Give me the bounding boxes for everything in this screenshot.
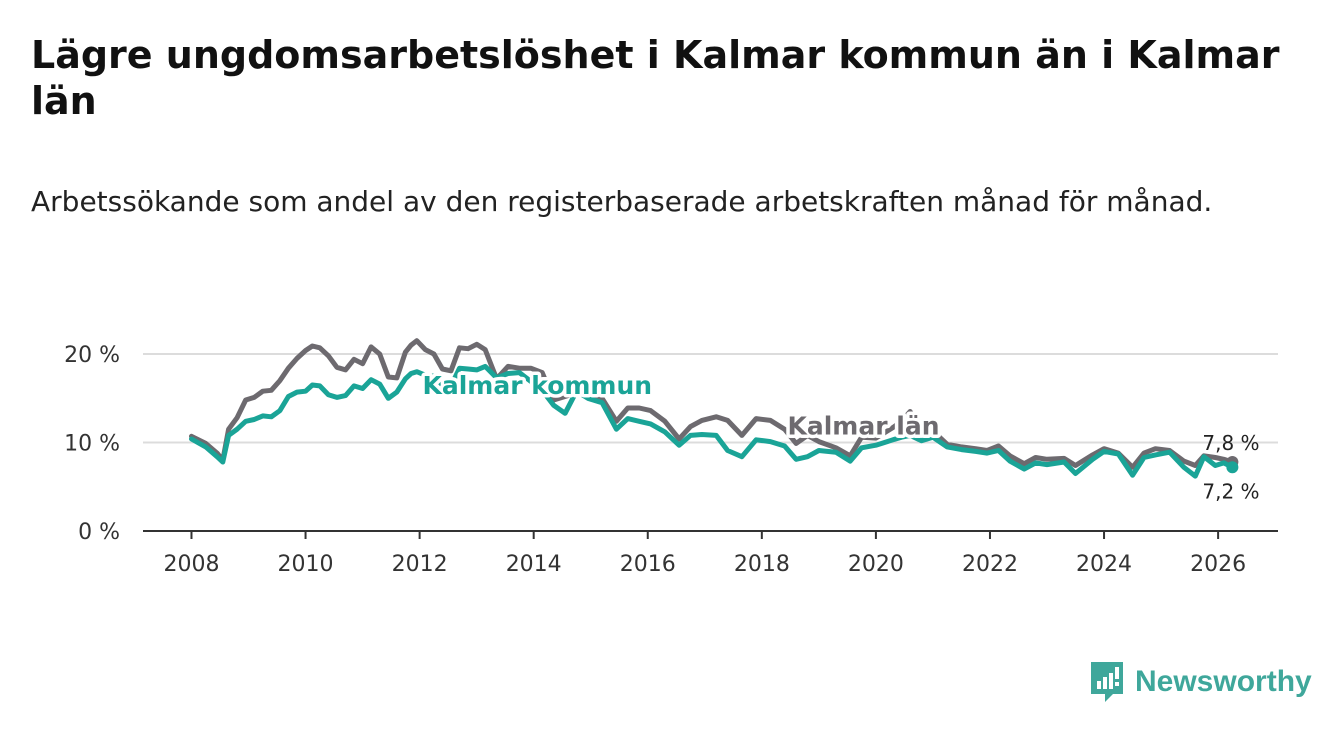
newsworthy-logo-icon <box>1091 662 1123 702</box>
axes: 0 % 10 % 20 % 2008 2010 2012 2014 2016 2018 2020 2… <box>64 343 1278 577</box>
series-line-kalmar-lan <box>189 338 1235 470</box>
x-tick-label: 2020 <box>848 552 904 577</box>
series-lines <box>189 338 1239 479</box>
series-label-kalmar-kommun: Kalmar kommun <box>422 371 652 400</box>
x-tick-label: 2024 <box>1076 552 1132 577</box>
chart-subtitle: Arbetssökande som andel av den registerb… <box>31 185 1213 218</box>
end-value-kalmar-kommun: 7,2 % <box>1202 479 1259 503</box>
grid <box>143 353 1278 444</box>
newsworthy-logo: Newsworthy <box>1089 660 1312 704</box>
series-labels: Kalmar kommun Kalmar län 7,8 % 7,2 % <box>419 367 1260 503</box>
chart-title: Lägre ungdomsarbetslöshet i Kalmar kommu… <box>31 33 1280 123</box>
series-line-kalmar-kommun <box>189 363 1235 479</box>
y-tick-label: 10 % <box>64 432 120 457</box>
y-tick-label: 0 % <box>78 520 120 545</box>
x-tick-label: 2012 <box>392 552 448 577</box>
x-tick-label: 2008 <box>163 552 219 577</box>
x-tick-label: 2026 <box>1190 552 1246 577</box>
x-tick-label: 2010 <box>278 552 334 577</box>
series-label-kalmar-lan: Kalmar län <box>787 412 939 441</box>
x-tick-label: 2016 <box>620 552 676 577</box>
end-marker-kalmar-kommun <box>1226 461 1239 474</box>
x-tick-label: 2014 <box>506 552 562 577</box>
end-value-kalmar-lan: 7,8 % <box>1202 431 1259 455</box>
x-tick-label: 2018 <box>734 552 790 577</box>
y-tick-label: 20 % <box>64 343 120 368</box>
newsworthy-wordmark: Newsworthy <box>1135 665 1312 698</box>
x-tick-label: 2022 <box>962 552 1018 577</box>
